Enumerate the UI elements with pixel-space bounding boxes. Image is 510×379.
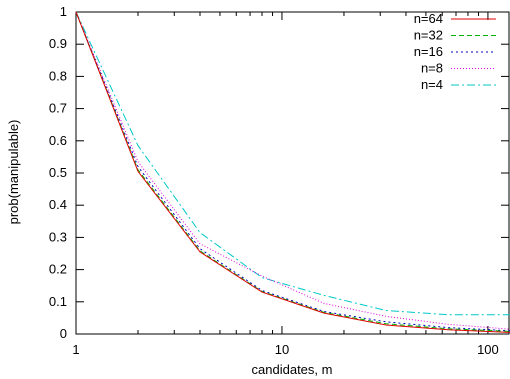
plot-frame xyxy=(75,11,510,335)
legend: n=64 n=32n=16 n=8n=4 xyxy=(414,11,496,92)
y-tick-label: 0.7 xyxy=(49,101,67,116)
legend-label: n=64 xyxy=(414,11,443,26)
legend-label: n=4 xyxy=(421,77,443,92)
series-line-n=4 xyxy=(75,11,510,316)
y-tick-label: 0.2 xyxy=(49,262,67,277)
series-line-n=32 xyxy=(75,11,510,332)
x-axis-title: candidates, m xyxy=(252,362,333,377)
series-line-n=16 xyxy=(75,11,510,332)
series-lines xyxy=(75,11,510,333)
axes: 0 0.1 0.2 0.3 0.4 0.5 0.6 0.7 0.8 0.9 1 1 10 100 xyxy=(49,4,509,357)
y-tick-label: 0.1 xyxy=(49,294,67,309)
legend-label: n=32 xyxy=(414,28,443,43)
y-tick-label: 0.4 xyxy=(49,197,67,212)
y-tick-label: 0 xyxy=(60,326,67,341)
y-tick-label: 0.5 xyxy=(49,165,67,180)
y-tick-label: 0.9 xyxy=(49,36,67,51)
y-tick-label: 0.3 xyxy=(49,229,67,244)
plot-area xyxy=(75,11,510,335)
y-tick-label: 1 xyxy=(60,4,67,19)
legend-label: n=16 xyxy=(414,44,443,59)
x-tick-label: 10 xyxy=(275,342,289,357)
legend-label: n=8 xyxy=(421,61,443,76)
y-axis-title: prob(manipulable) xyxy=(6,120,21,225)
series-line-n=64 xyxy=(75,11,510,333)
x-tick-label: 100 xyxy=(477,342,499,357)
y-tick-label: 0.6 xyxy=(49,133,67,148)
x-tick-label: 1 xyxy=(72,342,79,357)
y-tick-label: 0.8 xyxy=(49,68,67,83)
